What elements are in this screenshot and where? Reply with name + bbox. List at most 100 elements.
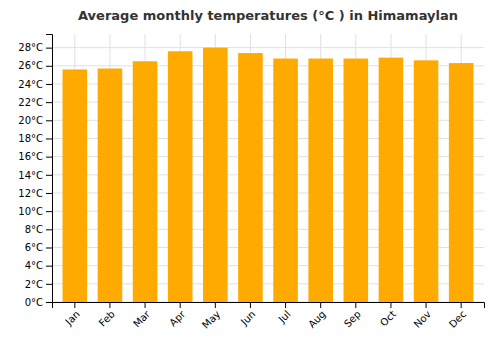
x-tick: Jan [63,302,82,328]
bar [238,53,263,302]
y-tick-mark [46,229,52,230]
x-axis-line [53,303,485,309]
y-tick: 18°C [18,133,52,144]
x-tick-mark [250,302,251,308]
bar [98,69,123,302]
x-tick: Dec [447,302,468,330]
y-tick-label: 28°C [18,42,43,53]
y-tick-label: 2°C [25,279,43,290]
y-axis-line [46,35,53,303]
x-tick-label: Sep [342,308,363,329]
bar [133,61,158,302]
x-tick-label: May [200,308,222,330]
y-tick: 10°C [18,206,52,217]
y-tick: 2°C [25,279,52,290]
x-tick-label: Aug [306,308,328,330]
x-tick: Apr [167,302,188,328]
y-tick: 26°C [18,60,52,71]
x-tick: Sep [342,302,363,329]
y-tick: 22°C [18,97,52,108]
y-tick-label: 8°C [25,224,43,235]
y-tick-label: 4°C [25,260,43,271]
x-tick-label: Mar [131,308,153,330]
y-tick: 14°C [18,170,52,181]
y-tick-label: 12°C [18,188,43,199]
chart: Jan Feb Mar Apr May Jun Jul Aug Sep Oct Nov Dec 0°C 2… [0,0,500,350]
x-tick-mark [74,302,75,308]
y-tick-mark [46,48,52,49]
x-tick-mark [215,302,216,308]
x-tick-label: Jul [276,308,293,325]
y-tick-mark [46,157,52,158]
y-tick: 0°C [25,297,52,308]
x-tick-label: Nov [412,308,434,330]
x-tick-mark [320,302,321,308]
x-tick-mark [461,302,462,308]
x-tick-label: Apr [167,308,188,329]
y-tick-mark [46,193,52,194]
plot: Jan Feb Mar Apr May Jun Jul Aug Sep Oct Nov Dec 0°C 2… [18,34,484,331]
y-tick-mark [46,66,52,67]
y-tick-mark [46,211,52,212]
bar [203,48,228,302]
y-tick: 12°C [18,188,52,199]
x-tick-label: Jan [63,308,82,327]
x-tick: May [200,302,222,331]
x-tick-mark [145,302,146,308]
x-tick: Aug [306,302,328,330]
bar [449,63,474,302]
bar [414,60,439,302]
x-tick-mark [390,302,391,308]
y-tick: 8°C [25,224,52,235]
x-tick-mark [355,302,356,308]
x-tick: Oct [378,302,398,328]
bar [63,69,88,302]
y-tick: 6°C [25,242,52,253]
x-tick-label: Feb [97,308,117,328]
x-tick: Nov [412,302,434,330]
x-tick-mark [426,302,427,308]
y-tick-mark [46,266,52,267]
bar [379,58,404,302]
bar [344,59,369,302]
y-tick-mark [46,138,52,139]
x-tick-label: Oct [378,308,398,328]
y-grid-line [52,47,484,48]
y-axis: 0°C 2°C 4°C 6°C 8°C 10°C 12°C 14°C 16°C 18°C 20°C 2… [18,35,52,308]
x-tick-mark [109,302,110,308]
y-tick-mark [46,284,52,285]
y-tick-label: 14°C [18,170,43,181]
y-tick-mark [46,102,52,103]
y-tick-mark [46,84,52,85]
x-tick: Feb [97,302,117,329]
y-tick-label: 18°C [18,133,43,144]
y-tick-label: 22°C [18,97,43,108]
x-tick-mark [180,302,181,308]
y-tick-label: 6°C [25,242,43,253]
y-tick-mark [46,175,52,176]
y-tick: 4°C [25,260,52,271]
y-tick-mark [46,120,52,121]
x-tick-mark [285,302,286,308]
y-tick: 20°C [18,115,52,126]
bar [168,51,193,302]
y-tick-mark [46,247,52,248]
y-tick-label: 10°C [18,206,43,217]
y-tick-label: 26°C [18,60,43,71]
y-tick-label: 24°C [18,79,43,90]
y-tick: 28°C [18,42,52,53]
grid [52,34,484,302]
y-tick-mark [46,302,52,303]
x-tick: Jul [276,302,293,325]
bar [273,59,298,302]
y-tick-label: 16°C [18,151,43,162]
y-tick: 24°C [18,79,52,90]
y-tick-label: 20°C [18,115,43,126]
bars [63,48,474,302]
x-tick-label: Jun [238,308,258,328]
x-tick: Mar [131,302,153,329]
x-axis: Jan Feb Mar Apr May Jun Jul Aug Sep Oct Nov Dec [53,302,485,331]
title: Average monthly temperatures (°C ) in Hi… [78,8,458,23]
x-tick: Jun [238,302,258,328]
x-tick-label: Dec [447,308,468,329]
